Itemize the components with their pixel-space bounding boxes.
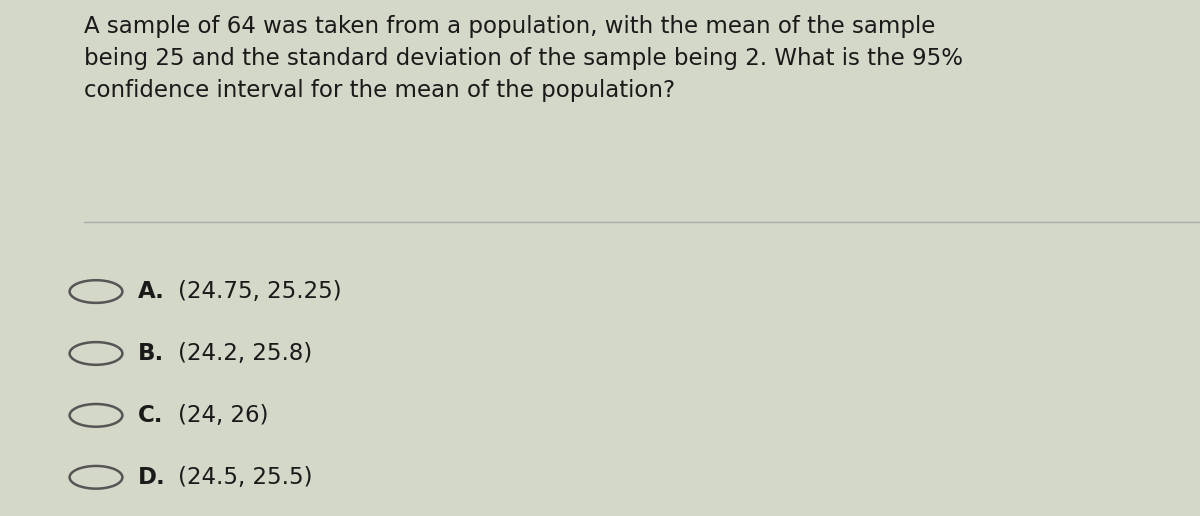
Text: (24.2, 25.8): (24.2, 25.8)	[178, 342, 312, 365]
Text: (24, 26): (24, 26)	[178, 404, 268, 427]
Text: (24.5, 25.5): (24.5, 25.5)	[178, 466, 312, 489]
Text: B.: B.	[138, 342, 164, 365]
Text: D.: D.	[138, 466, 166, 489]
Text: C.: C.	[138, 404, 163, 427]
Text: A.: A.	[138, 280, 164, 303]
Text: A sample of 64 was taken from a population, with the mean of the sample
being 25: A sample of 64 was taken from a populati…	[84, 15, 964, 103]
Text: (24.75, 25.25): (24.75, 25.25)	[178, 280, 341, 303]
